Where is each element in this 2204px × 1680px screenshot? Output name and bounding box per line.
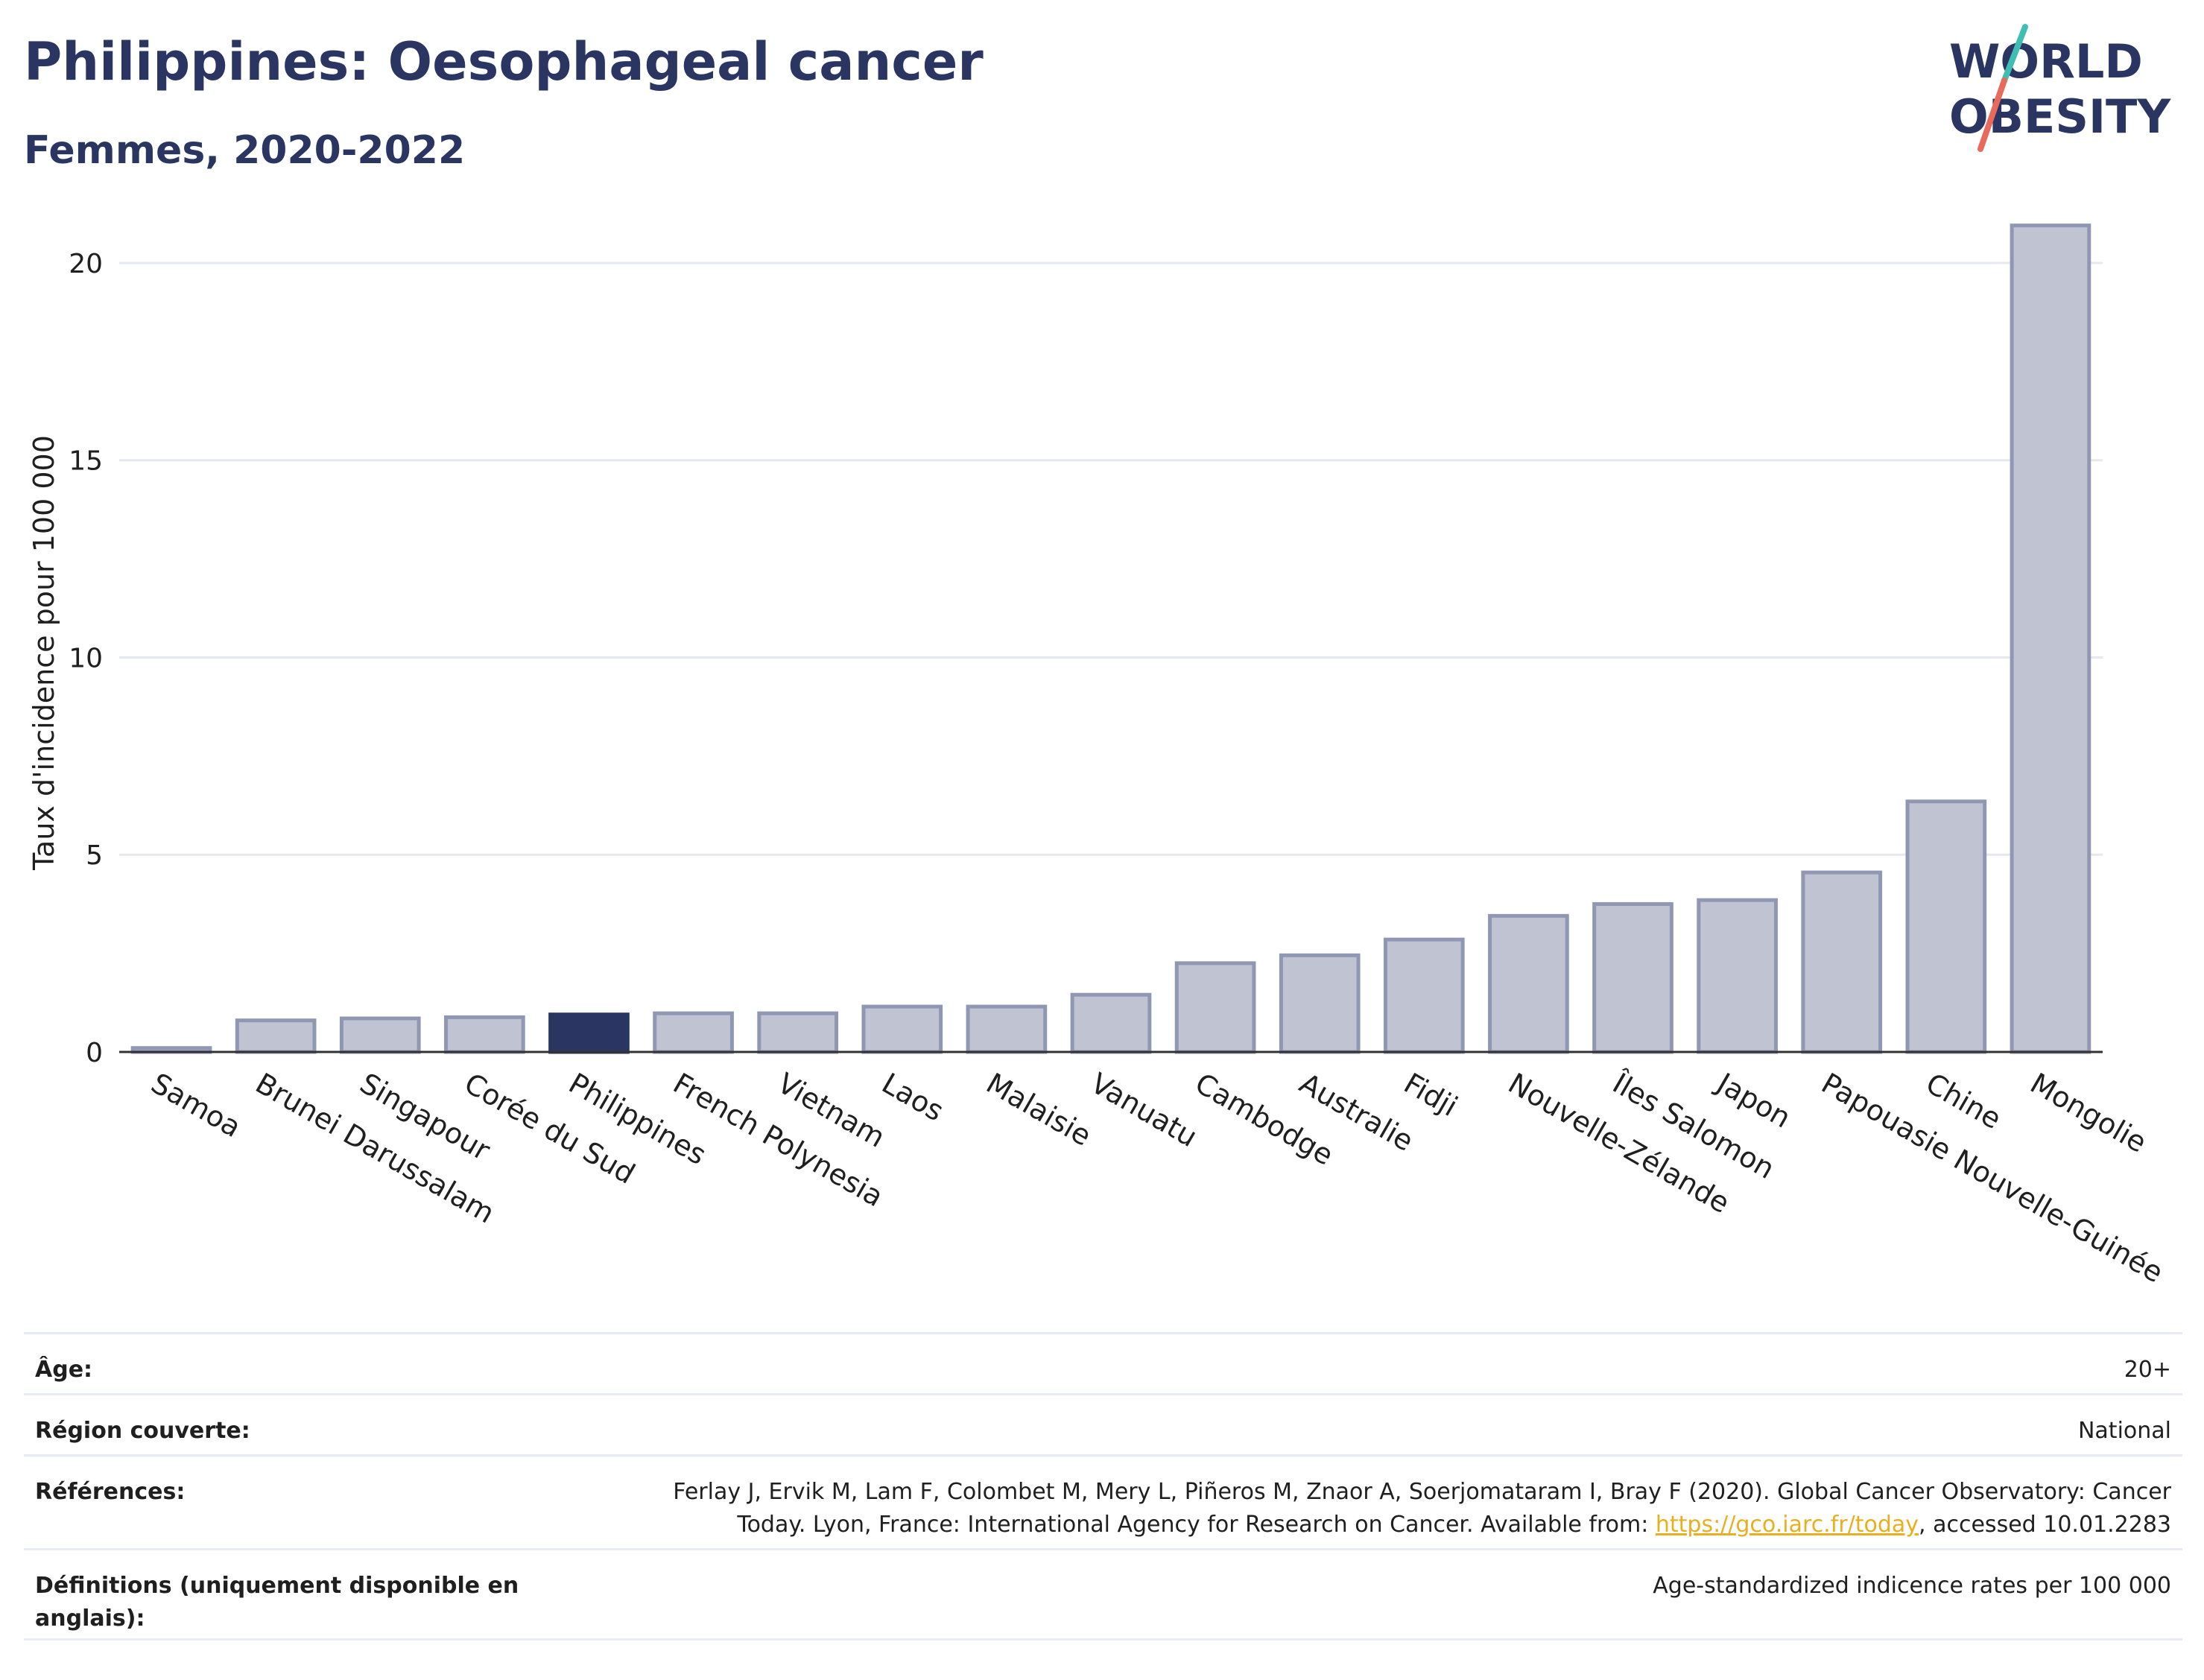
bar-chine[interactable] (1905, 799, 1987, 1054)
bar-fidji[interactable] (1383, 937, 1465, 1054)
bar-chart: 0 5 10 15 20 Samoa Brunei DarussalamSingapour… (28, 224, 2169, 1290)
references-text: Ferlay J, Ervik M, Lam F, Colombet M, Me… (673, 1479, 2171, 1538)
x-tick-label: Laos (876, 1067, 949, 1128)
x-tick-label: Malaisie (981, 1067, 1097, 1153)
info-label-references: Références: (35, 1479, 186, 1505)
bar-malaisie[interactable] (966, 1004, 1048, 1054)
info-label-age: Âge: (35, 1357, 93, 1383)
info-value-references: Ferlay J, Ervik M, Lam F, Colombet M, Me… (607, 1476, 2171, 1541)
references-link[interactable]: https://gco.iarc.fr/today (1655, 1512, 1919, 1538)
bar-philippines[interactable] (548, 1012, 630, 1054)
info-row-definitions: Définitions (uniquement disponible en an… (24, 1548, 2182, 1641)
bar-vanuatu[interactable] (1070, 992, 1152, 1054)
info-value-region: National (2077, 1418, 2171, 1444)
bar-îles-salomon[interactable] (1592, 901, 1673, 1054)
bars (130, 224, 2091, 1054)
info-label-region: Région couverte: (35, 1418, 250, 1444)
bar-cambodge[interactable] (1174, 961, 1256, 1054)
y-axis-label: Taux d'incidence pour 100 000 (28, 435, 60, 871)
x-tick-label: Fidji (1399, 1067, 1463, 1123)
bar-french-polynesia[interactable] (653, 1011, 734, 1054)
x-tick-label: Samoa (146, 1067, 247, 1144)
logo-slash-teal (2001, 24, 2028, 83)
info-value-definitions: Age-standardized indicence rates per 100… (1653, 1573, 2171, 1599)
info-label-definitions: Définitions (uniquement disponible en an… (35, 1573, 519, 1632)
logo-text-world: WORLD (1949, 34, 2143, 89)
info-row-region: Région couverte: National (24, 1393, 2182, 1454)
logo-slash-coral (1977, 77, 2007, 152)
bar-nouvelle-zélande[interactable] (1488, 913, 1569, 1054)
x-tick-label: Mongolie (2024, 1067, 2152, 1159)
bar-papouasie-nouvelle-guinée[interactable] (1801, 870, 1883, 1054)
references-accessed: , accessed 10.01.2283 (1919, 1512, 2171, 1538)
y-tick-label: 5 (86, 840, 103, 871)
info-table: Âge: 20+ Région couverte: National Référ… (24, 1332, 2182, 1641)
bar-mongolie[interactable] (2010, 224, 2091, 1054)
bar-vietnam[interactable] (757, 1011, 839, 1054)
gridlines (119, 261, 2103, 856)
info-value-age: 20+ (2124, 1357, 2171, 1383)
y-tick-label: 0 (86, 1038, 103, 1068)
x-tick-label: Vanuatu (1086, 1067, 1203, 1153)
y-tick-label: 20 (69, 249, 103, 279)
y-axis-ticks: 0 5 10 15 20 (69, 249, 103, 1068)
bar-corée-du-sud[interactable] (444, 1015, 525, 1054)
chart-subtitle: Femmes, 2020-2022 (24, 128, 466, 173)
world-obesity-logo: WORLD OBESITY (1949, 24, 2171, 152)
info-row-age: Âge: 20+ (24, 1332, 2182, 1393)
info-row-references: Références: Ferlay J, Ervik M, Lam F, Co… (24, 1454, 2182, 1548)
y-tick-label: 10 (69, 643, 103, 673)
bar-japon[interactable] (1697, 898, 1778, 1054)
y-tick-label: 15 (69, 446, 103, 477)
bar-brunei-darussalam[interactable] (235, 1018, 317, 1054)
bar-laos[interactable] (861, 1004, 943, 1054)
bar-singapour[interactable] (339, 1016, 421, 1054)
bar-australie[interactable] (1279, 953, 1361, 1054)
chart-title: Philippines: Oesophageal cancer (24, 31, 984, 92)
